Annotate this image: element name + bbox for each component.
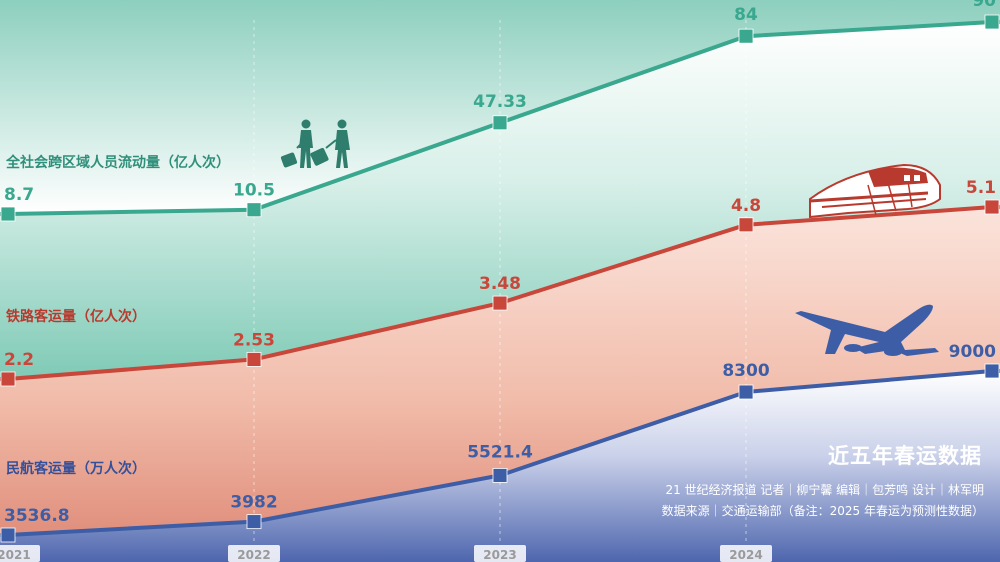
data-point-air [738, 384, 754, 400]
data-label-people: 84 [734, 5, 758, 25]
data-label-air: 3536.8 [4, 506, 70, 526]
data-point-rail [984, 199, 1000, 215]
data-point-rail [246, 352, 262, 367]
data-point-people [246, 202, 262, 218]
infographic-title: 近五年春运数据 [828, 444, 982, 468]
data-point-people [0, 206, 16, 222]
credits-line: 21 世纪经济报道 记者｜柳宁馨 编辑｜包芳鸣 设计｜林军明 [665, 483, 984, 497]
data-label-air: 3982 [230, 493, 277, 513]
data-label-rail: 3.48 [479, 274, 521, 294]
data-label-people: 90 [972, 0, 996, 11]
series-label-people: 全社会跨区域人员流动量（亿人次） [6, 155, 230, 171]
data-point-air [984, 363, 1000, 379]
x-tick-box [228, 545, 280, 562]
x-tick-box [0, 545, 40, 562]
data-label-rail: 4.8 [731, 196, 761, 216]
data-point-people [984, 14, 1000, 30]
data-label-air: 9000 [949, 342, 996, 362]
data-point-air [492, 468, 508, 483]
series-label-air: 民航客运量（万人次） [6, 461, 146, 477]
data-label-people: 10.5 [233, 181, 275, 201]
series-label-rail: 铁路客运量（亿人次） [6, 309, 146, 325]
x-tick-label: 2024 [729, 548, 762, 562]
x-tick-label: 2021 [0, 548, 31, 562]
x-tick-box [720, 545, 772, 562]
data-point-rail [738, 217, 754, 233]
source-line: 数据来源｜交通运输部（备注：2025 年春运为预测性数据） [661, 504, 984, 518]
band-air [0, 371, 1000, 562]
data-label-people: 47.33 [473, 92, 527, 112]
data-point-rail [492, 295, 508, 311]
data-label-air: 8300 [722, 361, 769, 381]
data-point-rail [0, 371, 16, 387]
data-label-rail: 2.53 [233, 330, 275, 350]
data-point-people [492, 115, 508, 131]
data-point-air [0, 527, 16, 543]
data-label-rail: 5.1 [966, 178, 996, 198]
data-label-people: 8.7 [4, 185, 34, 205]
high-speed-train-icon [809, 163, 941, 219]
travelers-icon [280, 119, 350, 168]
data-label-air: 5521.4 [467, 442, 533, 462]
data-point-air [246, 514, 262, 530]
band-people [0, 22, 1000, 379]
x-tick-label: 2022 [237, 548, 270, 562]
data-point-people [738, 28, 754, 44]
data-label-rail: 2.2 [4, 350, 34, 370]
airplane-icon [795, 304, 939, 356]
x-tick-label: 2023 [483, 548, 516, 562]
x-tick-box [474, 545, 526, 562]
